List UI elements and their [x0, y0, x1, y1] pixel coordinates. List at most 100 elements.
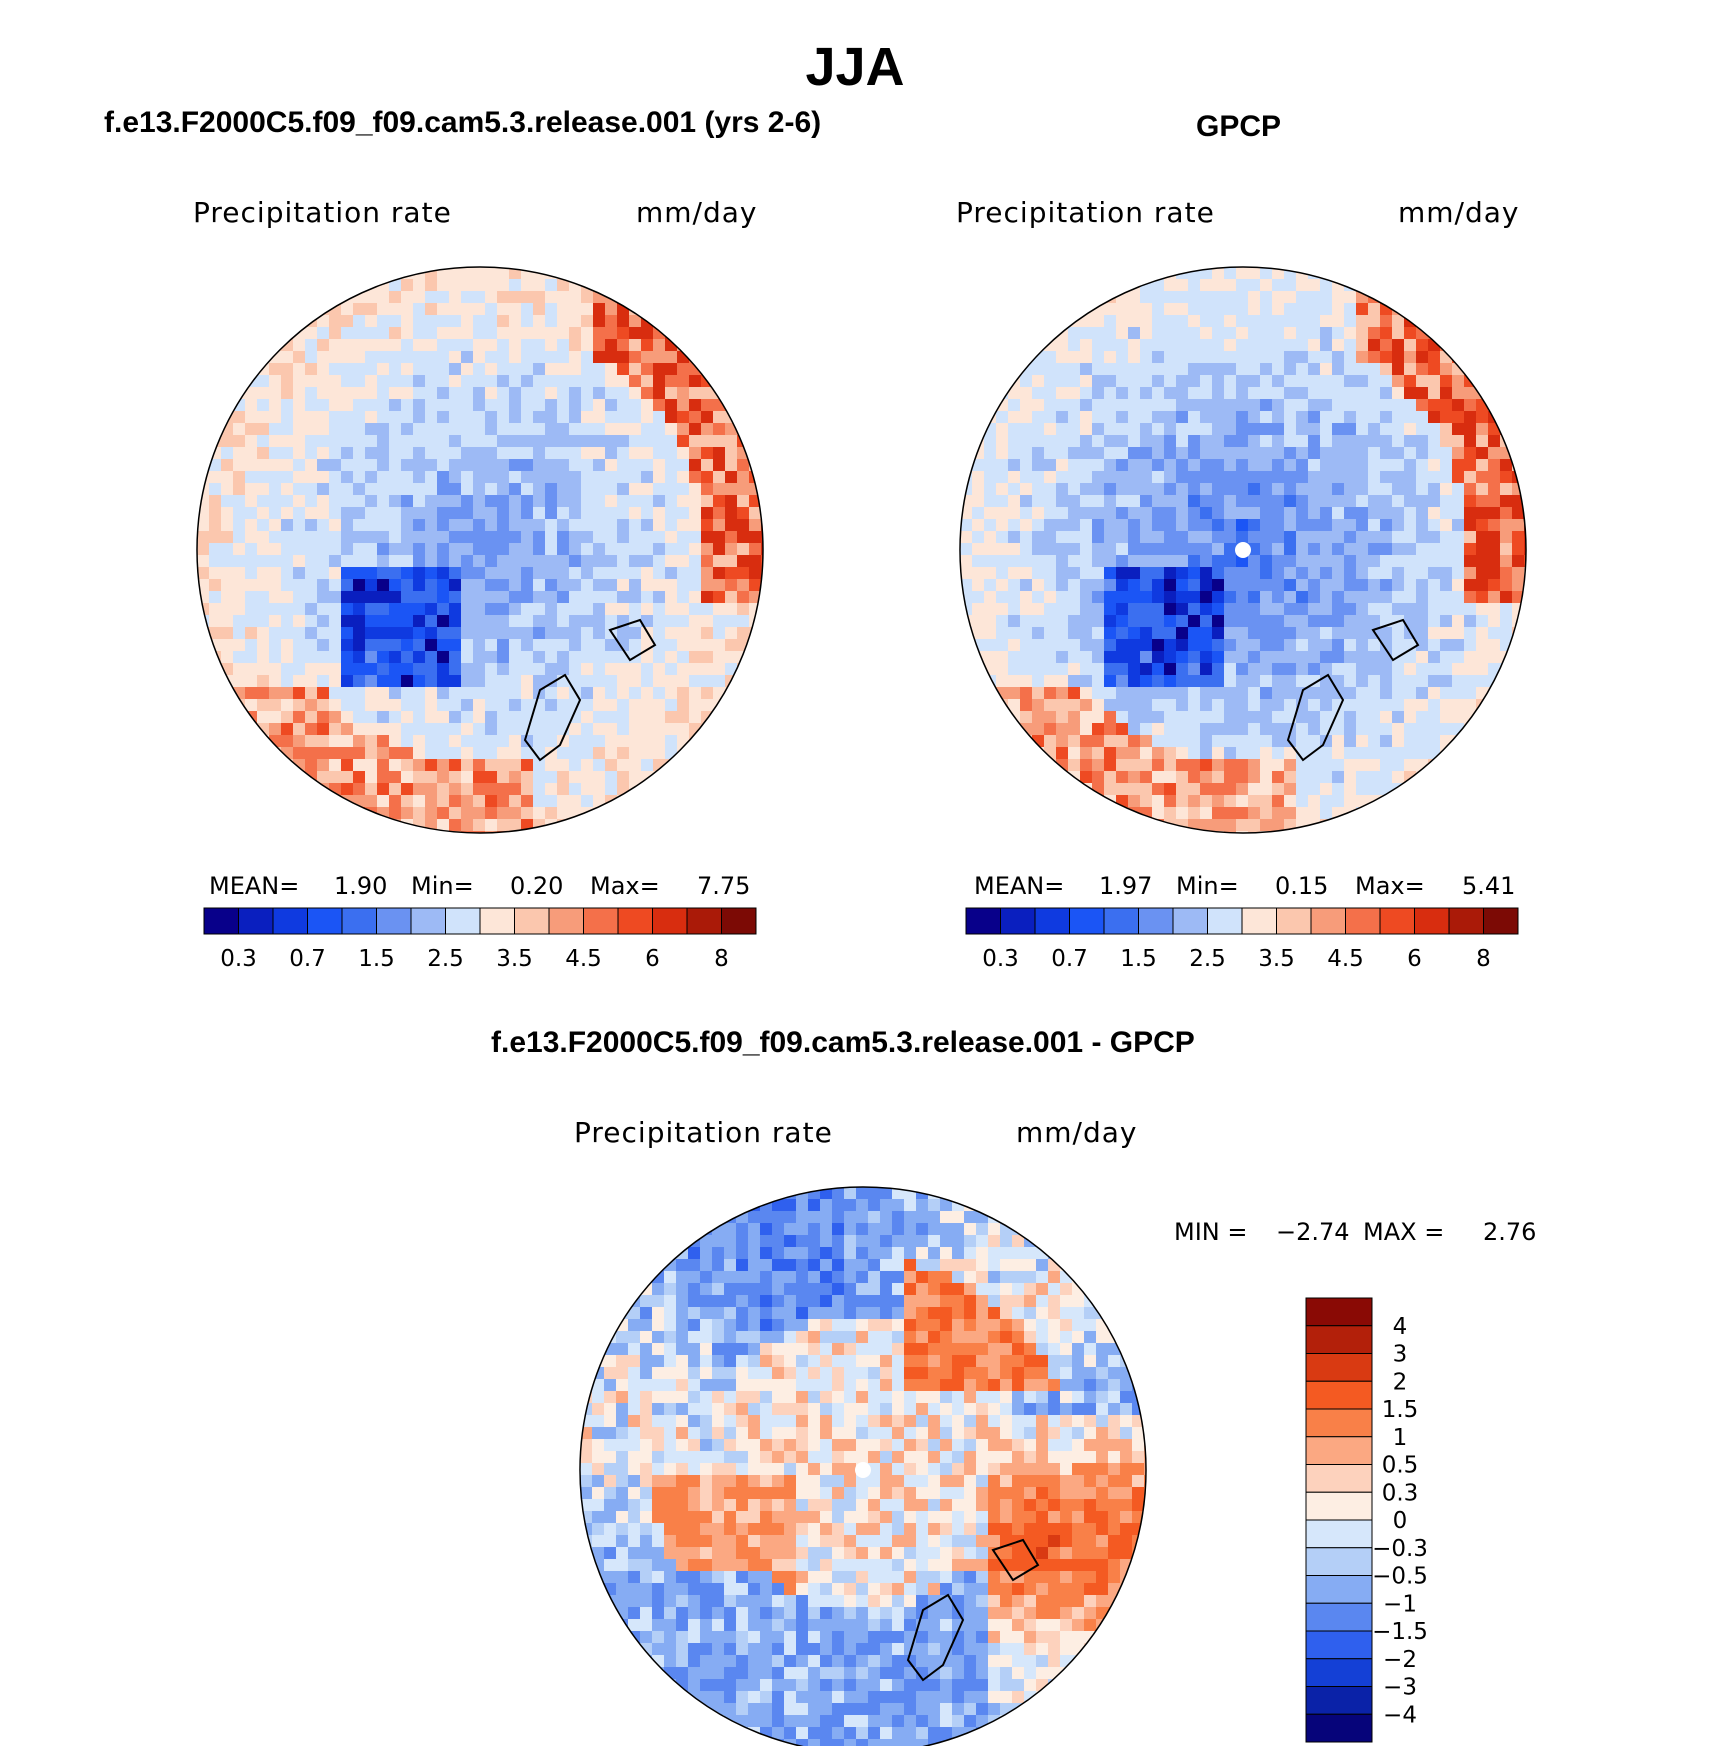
colorbar-swatch	[1305, 1547, 1373, 1576]
pole-missing-marker	[855, 1462, 871, 1478]
colorbar-swatch	[376, 907, 412, 935]
figure-title: JJA	[805, 37, 905, 97]
colorbar-swatch	[1241, 907, 1277, 935]
panel-2-mean-value: 1.97	[1099, 872, 1153, 900]
colorbar-swatch	[1103, 907, 1139, 935]
panel-2-max-value: 5.41	[1462, 872, 1516, 900]
colorbar-swatch	[1379, 907, 1415, 935]
panel-2-colorbar: 0.3 0.7 1.5 2.5 3.5 4.5 6 8	[965, 907, 1519, 972]
colorbar-swatch	[1000, 907, 1036, 935]
panel-3-min-value: −2.74	[1276, 1218, 1350, 1246]
colorbar-swatch	[1305, 1436, 1373, 1465]
panel-3-map	[579, 1186, 1147, 1746]
coastline	[523, 673, 582, 762]
panel-2-variable-label: Precipitation rate	[956, 196, 1215, 229]
colorbar-swatch	[1305, 1658, 1373, 1687]
panel-2-mean-label: MEAN=	[974, 872, 1065, 900]
colorbar-swatch	[514, 907, 550, 935]
coastlines	[484, 588, 657, 762]
panel-3-units-label: mm/day	[1016, 1116, 1138, 1149]
colorbar-tick-label: −3	[1383, 1675, 1417, 1701]
panel-2-min-label: Min=	[1176, 872, 1239, 900]
colorbar-swatch	[1305, 1575, 1373, 1604]
colorbar-swatch	[686, 907, 722, 935]
colorbar-tick-label: 4.5	[565, 946, 602, 972]
colorbar-swatch	[1305, 1686, 1373, 1715]
map-boundary	[196, 266, 764, 834]
colorbar-swatch	[1483, 907, 1519, 935]
colorbar-tick-label: 6	[645, 946, 660, 972]
panel-1-title: f.e13.F2000C5.f09_f09.cam5.3.release.001…	[104, 106, 822, 139]
panel-2-units-label: mm/day	[1398, 196, 1520, 229]
colorbar-tick-label: 0.3	[1382, 1480, 1419, 1506]
colorbar-swatch	[1305, 1408, 1373, 1438]
colorbar-swatch	[1305, 1353, 1373, 1382]
colorbar-swatch	[965, 907, 1001, 935]
colorbar-swatch	[1305, 1491, 1373, 1521]
coastline	[1371, 618, 1420, 662]
coastlines	[867, 1508, 1040, 1682]
colorbar-swatch	[1305, 1297, 1373, 1327]
colorbar-swatch	[272, 907, 308, 935]
colorbar-swatch	[203, 907, 239, 935]
colorbar-swatch	[1305, 1602, 1373, 1632]
colorbar-swatch	[445, 907, 481, 935]
colorbar-tick-label: 3	[1393, 1342, 1408, 1368]
panel-3-min-label: MIN =	[1174, 1218, 1248, 1246]
panel-1-max-value: 7.75	[697, 872, 751, 900]
panel-1-min-label: Min=	[411, 872, 474, 900]
coastlines	[1247, 588, 1420, 762]
colorbar-tick-label: 4.5	[1327, 946, 1364, 972]
colorbar-swatch	[1305, 1630, 1373, 1660]
coastline	[608, 618, 657, 662]
colorbar-swatch	[1305, 1713, 1373, 1743]
colorbar-swatch	[1069, 907, 1105, 935]
panel-1-colorbar: 0.3 0.7 1.5 2.5 3.5 4.5 6 8	[203, 907, 757, 972]
colorbar-tick-label: 1.5	[358, 946, 395, 972]
colorbar-tick-label: 3.5	[1258, 946, 1295, 972]
panel-1-max-label: Max=	[590, 872, 660, 900]
colorbar-tick-label: −1.5	[1372, 1619, 1428, 1645]
panel-3-variable-label: Precipitation rate	[574, 1116, 833, 1149]
colorbar-swatch	[1305, 1380, 1373, 1410]
colorbar-tick-label: 0.3	[982, 946, 1019, 972]
panel-1-units-label: mm/day	[636, 196, 758, 229]
colorbar-tick-label: 8	[1476, 946, 1491, 972]
panel-1-mean-value: 1.90	[334, 872, 388, 900]
pole-missing-marker	[1235, 542, 1251, 558]
colorbar-swatch	[617, 907, 653, 935]
colorbar-tick-label: 2	[1393, 1369, 1408, 1395]
colorbar-tick-label: 0.3	[220, 946, 257, 972]
colorbar-swatch	[1172, 907, 1208, 935]
colorbar-swatch	[1207, 907, 1243, 935]
colorbar-tick-label: 8	[714, 946, 729, 972]
colorbar-swatch	[1310, 907, 1346, 935]
colorbar-swatch	[1345, 907, 1381, 935]
colorbar-swatch	[1138, 907, 1174, 935]
colorbar-tick-label: 1	[1393, 1425, 1408, 1451]
colorbar-tick-label: −0.3	[1372, 1536, 1428, 1562]
colorbar-tick-label: −0.5	[1372, 1564, 1428, 1590]
panel-3-title: f.e13.F2000C5.f09_f09.cam5.3.release.001…	[491, 1026, 1195, 1059]
panel-1-variable-label: Precipitation rate	[193, 196, 452, 229]
colorbar-tick-label: 0	[1393, 1508, 1408, 1534]
panel-1-map	[196, 266, 764, 834]
colorbar-tick-label: 1.5	[1120, 946, 1157, 972]
coastline	[906, 1593, 965, 1682]
colorbar-swatch	[548, 907, 584, 935]
panel-2-title: GPCP	[1196, 110, 1282, 143]
colorbar-swatch	[307, 907, 343, 935]
colorbar-swatch	[1034, 907, 1070, 935]
colorbar-tick-label: −2	[1383, 1647, 1417, 1673]
colorbar-tick-label: −1	[1383, 1591, 1417, 1617]
colorbar-tick-label: −4	[1383, 1702, 1417, 1728]
map-field	[197, 267, 763, 833]
panel-2-map	[959, 266, 1527, 834]
colorbar-swatch	[238, 907, 274, 935]
colorbar-tick-label: 0.7	[289, 946, 326, 972]
colorbar-swatch	[479, 907, 515, 935]
colorbar-swatch	[410, 907, 446, 935]
panel-1-mean-label: MEAN=	[209, 872, 300, 900]
colorbar-tick-label: 0.5	[1382, 1453, 1419, 1479]
colorbar-swatch	[583, 907, 619, 935]
